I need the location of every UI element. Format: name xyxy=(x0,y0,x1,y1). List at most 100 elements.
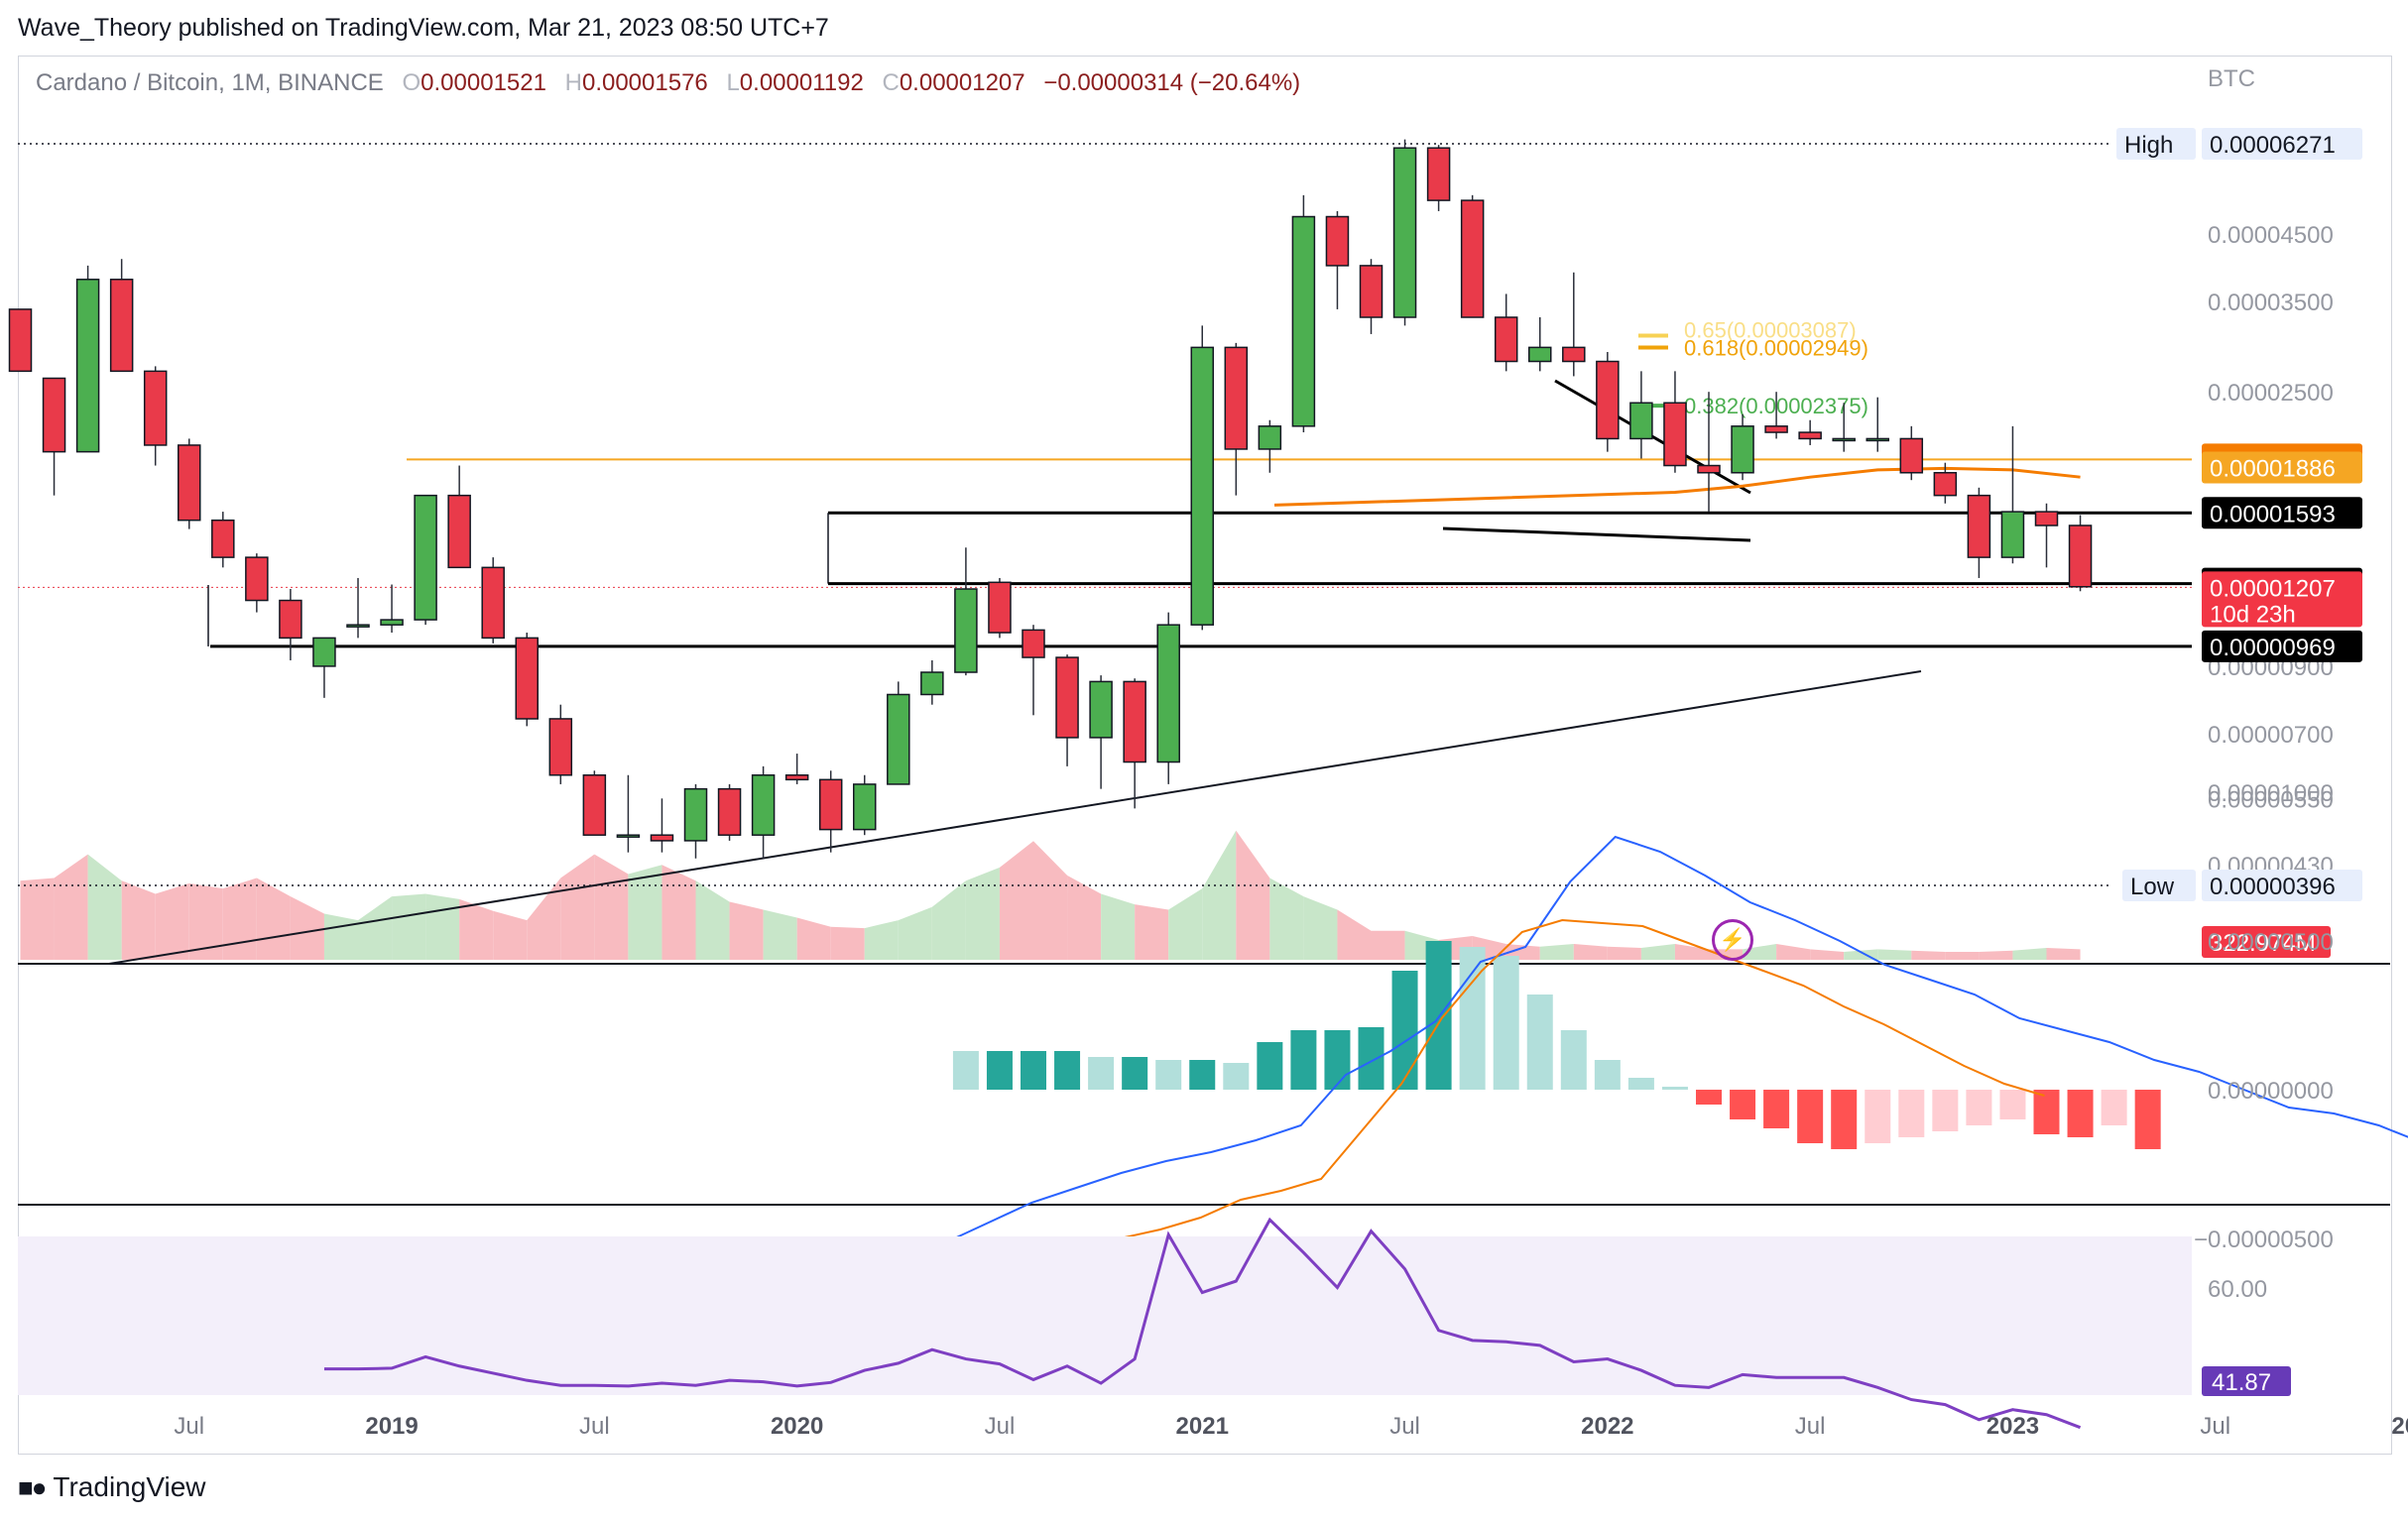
candle-body xyxy=(548,718,573,776)
candle-body xyxy=(582,774,607,836)
macd-tick-label: −0.00000500 xyxy=(2194,1227,2334,1253)
time-tick-label: 2020 xyxy=(771,1413,823,1440)
volume-segment xyxy=(999,841,1033,960)
time-tick-label: Jul xyxy=(2200,1413,2230,1440)
macd-histogram-bar xyxy=(1831,1090,1858,1149)
rsi-tick-label: 60.00 xyxy=(2208,1276,2267,1303)
volume-segment xyxy=(121,880,156,960)
volume-segment xyxy=(1337,909,1372,960)
macd-histogram-bar xyxy=(1627,1078,1654,1090)
volume-segment xyxy=(1269,878,1304,960)
volume-segment xyxy=(1101,893,1136,960)
volume-segment xyxy=(931,880,966,960)
candle-body xyxy=(1291,215,1316,427)
volume-segment xyxy=(898,906,932,960)
candle-body xyxy=(447,494,471,569)
candle-body xyxy=(481,566,505,640)
candle-body xyxy=(1967,494,1991,558)
candle-body xyxy=(2000,511,2025,558)
price-tag-black: 0.00001593 xyxy=(2210,501,2336,527)
tradingview-logo[interactable]: ■● TradingView xyxy=(18,1471,206,1503)
volume-segment xyxy=(323,913,358,960)
macd-histogram-bar xyxy=(1054,1051,1081,1090)
candle-body xyxy=(650,834,674,842)
low-tag-label: Low xyxy=(2130,874,2175,900)
volume-segment xyxy=(830,926,865,960)
fib-level-label: 0.618(0.00002949) xyxy=(1684,335,1868,360)
low-tag-bg xyxy=(2122,870,2196,901)
volume-segment xyxy=(358,896,393,960)
volume-segment xyxy=(493,910,528,960)
candle-body xyxy=(1731,425,1754,474)
time-tick-label: 2023 xyxy=(1987,1413,2039,1440)
candle-body xyxy=(616,834,641,838)
macd-histogram-bar xyxy=(1594,1060,1621,1090)
candle-body xyxy=(75,279,100,453)
macd-histogram-bar xyxy=(1189,1060,1216,1090)
volume-segment xyxy=(1202,830,1237,960)
macd-histogram-bar xyxy=(1459,947,1486,1090)
volume-segment xyxy=(1776,944,1811,960)
candle-body xyxy=(8,308,33,373)
price-tick-label: 0.00004500 xyxy=(2208,222,2334,249)
ema-line xyxy=(1273,466,2081,507)
candle-body xyxy=(1156,624,1180,763)
candle-body xyxy=(988,581,1012,634)
macd-histogram-bar xyxy=(1999,1090,2026,1119)
candle-body xyxy=(178,444,201,522)
rsi-value-tag: 41.87 xyxy=(2212,1369,2271,1396)
macd-histogram-bar xyxy=(952,1051,979,1090)
volume-segment xyxy=(1135,904,1169,960)
macd-histogram-bar xyxy=(1391,971,1418,1090)
candle-body xyxy=(1798,431,1822,440)
candle-body xyxy=(1494,316,1518,363)
volume-segment xyxy=(1945,952,1980,960)
volume-segment xyxy=(1236,830,1270,960)
candle-body xyxy=(1460,199,1485,318)
candle-body xyxy=(346,624,370,628)
volume-segment xyxy=(1810,949,1845,960)
close-label: C xyxy=(882,69,900,96)
volume-value-tag: 322.974M xyxy=(2210,930,2316,957)
volume-segment xyxy=(2046,948,2081,960)
high-value-tag: 0.00006271 xyxy=(2210,132,2336,159)
chart-frame xyxy=(18,56,2392,1455)
volume-segment xyxy=(628,865,662,960)
time-tick-label: Jul xyxy=(174,1413,204,1440)
macd-pane xyxy=(671,835,2408,1314)
volume-segment xyxy=(662,865,696,960)
publisher-caption: Wave_Theory published on TradingView.com… xyxy=(18,14,829,42)
low-value-tag: 0.00000396 xyxy=(2210,874,2336,900)
symbol-title[interactable]: Cardano / Bitcoin, 1M, BINANCE xyxy=(36,69,384,96)
macd-histogram-bar xyxy=(1155,1060,1182,1090)
price-tag-black-bg xyxy=(2202,497,2362,529)
macd-histogram-bar xyxy=(1696,1090,1722,1105)
time-tick-label: Jul xyxy=(1795,1413,1826,1440)
time-tick-label: 2019 xyxy=(365,1413,418,1440)
signal-line xyxy=(999,918,2045,1275)
candle-body xyxy=(1022,629,1045,658)
candle-body xyxy=(245,556,269,602)
currency-label: BTC xyxy=(2208,65,2255,92)
candle-body xyxy=(1629,402,1653,440)
rsi-line xyxy=(323,1217,2082,1430)
lightning-icon[interactable]: ⚡ xyxy=(1712,919,1753,961)
price-tag-ema: 0.00001886 xyxy=(2210,456,2336,483)
candle-body xyxy=(1764,425,1788,433)
rsi-band xyxy=(18,1236,2192,1395)
volume-segment xyxy=(54,854,88,960)
macd-histogram-bar xyxy=(1730,1090,1756,1119)
candle-body xyxy=(751,774,776,836)
volume-segment xyxy=(763,909,797,960)
volume-segment xyxy=(188,882,223,960)
macd-histogram-bar xyxy=(1763,1090,1790,1128)
volume-segment xyxy=(1607,946,1641,960)
candle-body xyxy=(853,783,877,831)
volume-segment xyxy=(527,878,561,960)
volume-segment xyxy=(560,854,595,960)
candle-body xyxy=(1392,147,1417,318)
candle-body xyxy=(717,787,742,836)
candle-body xyxy=(1224,346,1249,450)
wedge-lower-line xyxy=(1442,526,1751,542)
